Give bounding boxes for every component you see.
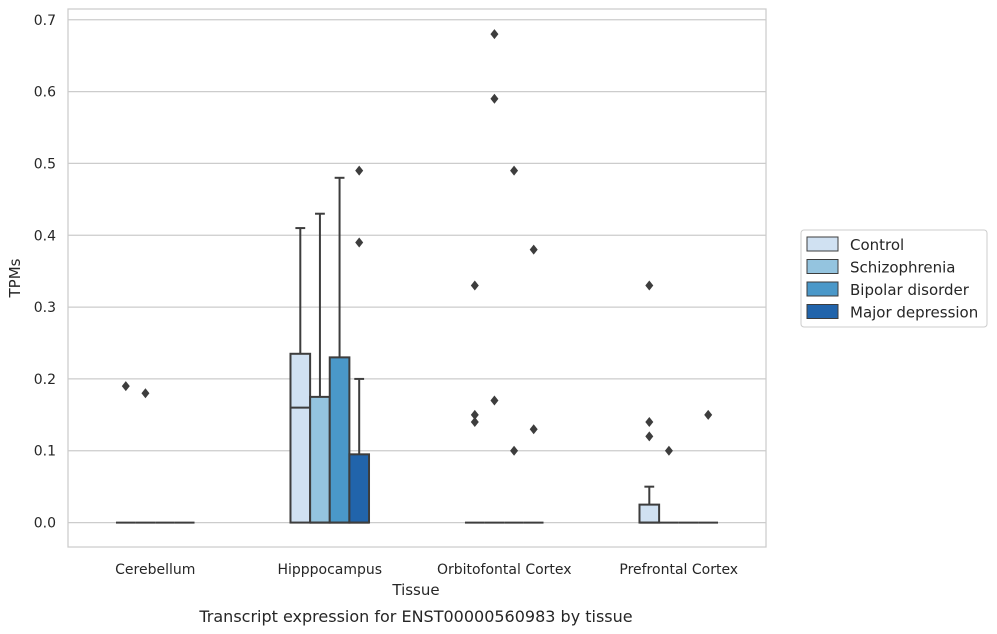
outlier-point (470, 280, 479, 291)
box-2-2 (504, 165, 524, 524)
y-tick-label: 0.1 (34, 444, 56, 460)
outlier-point (645, 280, 654, 291)
legend: Control Schizophrenia Bipolar disorder Majo… (800, 229, 988, 328)
outlier-point (664, 445, 673, 456)
y-tick-label: 0.0 (34, 516, 56, 532)
box-3-3 (698, 409, 719, 524)
outlier-point (645, 431, 654, 442)
legend-label: Major depression (850, 304, 978, 322)
box-0-1 (135, 388, 156, 524)
legend-frame (800, 229, 988, 328)
y-tick-label: 0.6 (34, 85, 56, 101)
x-tick-label: Cerebellum (115, 562, 195, 578)
plot-frame (67, 8, 767, 548)
box-body (309, 395, 331, 524)
y-tick-label: 0.5 (34, 156, 56, 172)
y-tick-label: 0.7 (34, 13, 56, 29)
box-2-1 (484, 29, 505, 524)
outlier-point (355, 165, 364, 176)
box-body (638, 503, 661, 524)
y-tick-label: 0.3 (34, 300, 56, 316)
outlier-point (704, 409, 713, 420)
box-layer (115, 29, 719, 524)
outlier-point (470, 417, 479, 428)
x-tick-label: Prefrontal Cortex (619, 562, 738, 578)
outlier-point (510, 445, 519, 456)
outlier-point (490, 395, 499, 406)
legend-label: Bipolar disorder (850, 281, 970, 299)
outlier-point (510, 165, 519, 176)
outlier-point (470, 409, 479, 420)
box-body (328, 356, 351, 524)
box-2-0 (464, 280, 485, 524)
box-0-0 (115, 381, 136, 524)
legend-swatch (806, 281, 839, 297)
outlier-point (121, 381, 130, 392)
legend-swatch (806, 259, 839, 274)
outlier-point (490, 29, 499, 40)
outlier-point (529, 244, 538, 255)
legend-label: Control (850, 236, 904, 254)
box-3-0 (638, 280, 661, 524)
legend-swatch (806, 304, 839, 319)
y-axis-label: TPMs (6, 258, 24, 298)
outlier-point (529, 424, 538, 435)
box-1-2 (328, 176, 351, 524)
y-tick-label: 0.2 (34, 372, 56, 388)
box-2-3 (523, 244, 544, 524)
tick-layer: 0.0 0.1 0.2 0.3 0.4 0.5 0.6 0.7 Cerebellum Hipppo… (34, 13, 738, 578)
grid-layer (68, 19, 766, 524)
box-1-3 (348, 165, 371, 524)
y-tick-label: 0.4 (34, 228, 56, 244)
outlier-point (645, 417, 654, 428)
legend-swatch (806, 236, 839, 252)
outlier-point (490, 93, 499, 104)
box-1-0 (289, 227, 312, 524)
x-axis-label: Tissue (391, 581, 439, 599)
box-body (348, 453, 371, 524)
x-tick-label: Orbitofontal Cortex (437, 562, 572, 578)
box-body (289, 352, 312, 524)
box-1-1 (309, 212, 331, 524)
chart-title: Transcript expression for ENST0000056098… (198, 607, 632, 626)
outlier-point (141, 388, 150, 399)
outlier-point (355, 237, 364, 248)
x-tick-label: Hipppocampus (277, 562, 382, 578)
box-3-1 (659, 445, 679, 524)
legend-label: Schizophrenia (850, 259, 955, 277)
